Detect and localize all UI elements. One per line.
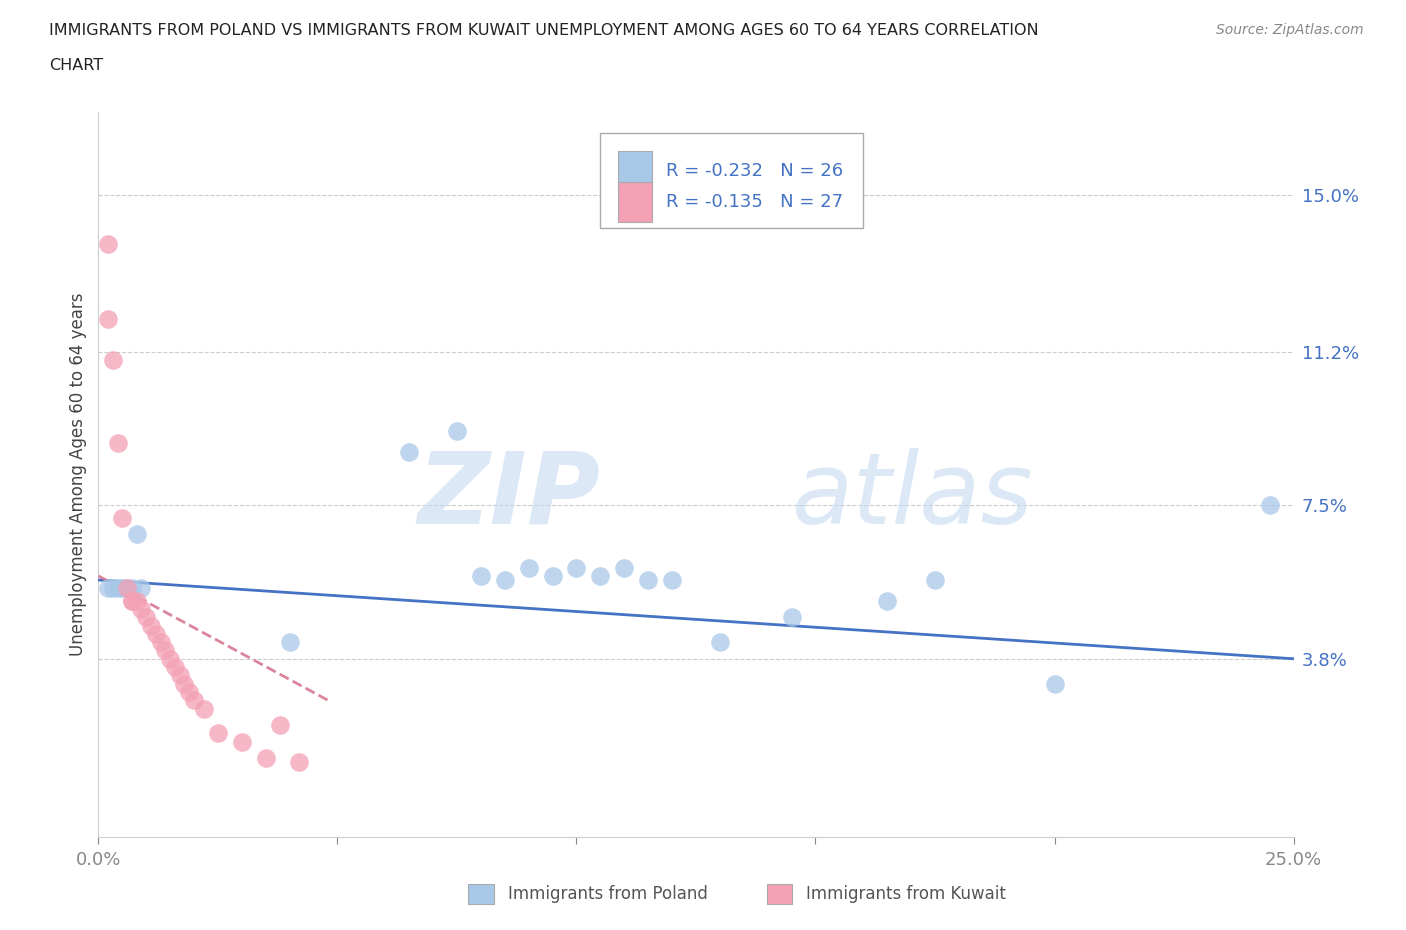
Text: ZIP: ZIP (418, 447, 600, 545)
Point (541, 568, 564, 583)
Point (269, 718, 291, 733)
Point (101, 352, 124, 367)
Text: R = -0.232   N = 26: R = -0.232 N = 26 (666, 163, 844, 180)
Point (179, 684, 201, 699)
Point (494, 573, 516, 588)
Point (446, 423, 468, 438)
Text: R = -0.135   N = 27: R = -0.135 N = 27 (666, 193, 844, 211)
Point (231, 734, 253, 749)
Point (207, 726, 229, 741)
Point (613, 560, 636, 575)
Y-axis label: Unemployment Among Ages 60 to 64 years: Unemployment Among Ages 60 to 64 years (69, 293, 87, 656)
Point (145, 627, 167, 642)
Point (125, 527, 148, 542)
FancyBboxPatch shape (619, 152, 652, 192)
Point (111, 511, 134, 525)
Point (169, 668, 191, 683)
Point (193, 701, 215, 716)
Text: IMMIGRANTS FROM POLAND VS IMMIGRANTS FROM KUWAIT UNEMPLOYMENT AMONG AGES 60 TO 6: IMMIGRANTS FROM POLAND VS IMMIGRANTS FRO… (49, 23, 1039, 38)
Point (121, 593, 143, 608)
Point (173, 676, 195, 691)
Point (876, 593, 898, 608)
Point (115, 581, 138, 596)
FancyBboxPatch shape (600, 133, 863, 228)
Point (924, 573, 946, 588)
Point (780, 610, 803, 625)
Point (139, 618, 162, 633)
Point (470, 568, 492, 583)
Point (288, 755, 311, 770)
Point (115, 581, 138, 596)
Point (101, 581, 124, 596)
Point (398, 444, 420, 458)
Point (107, 436, 129, 451)
Point (254, 751, 277, 765)
Point (517, 560, 540, 575)
Text: Source: ZipAtlas.com: Source: ZipAtlas.com (1216, 23, 1364, 37)
Point (709, 635, 731, 650)
Point (135, 610, 157, 625)
Point (565, 560, 588, 575)
Point (589, 568, 612, 583)
Point (278, 635, 301, 650)
Point (97, 312, 120, 326)
Text: atlas: atlas (792, 447, 1033, 545)
Point (131, 602, 153, 617)
Text: Immigrants from Kuwait: Immigrants from Kuwait (807, 884, 1007, 903)
Point (125, 593, 148, 608)
Point (121, 581, 143, 596)
Point (1043, 676, 1066, 691)
Text: CHART: CHART (49, 58, 103, 73)
Point (97, 581, 120, 596)
Point (131, 581, 153, 596)
Point (163, 659, 186, 674)
Point (183, 693, 205, 708)
Point (121, 593, 143, 608)
Point (107, 581, 129, 596)
Point (661, 573, 683, 588)
Point (637, 573, 659, 588)
Point (1258, 498, 1281, 512)
Text: Immigrants from Poland: Immigrants from Poland (508, 884, 707, 903)
Point (97, 237, 120, 252)
FancyBboxPatch shape (619, 182, 652, 222)
Point (159, 651, 181, 666)
Point (111, 581, 134, 596)
Point (149, 635, 172, 650)
Point (155, 643, 177, 658)
